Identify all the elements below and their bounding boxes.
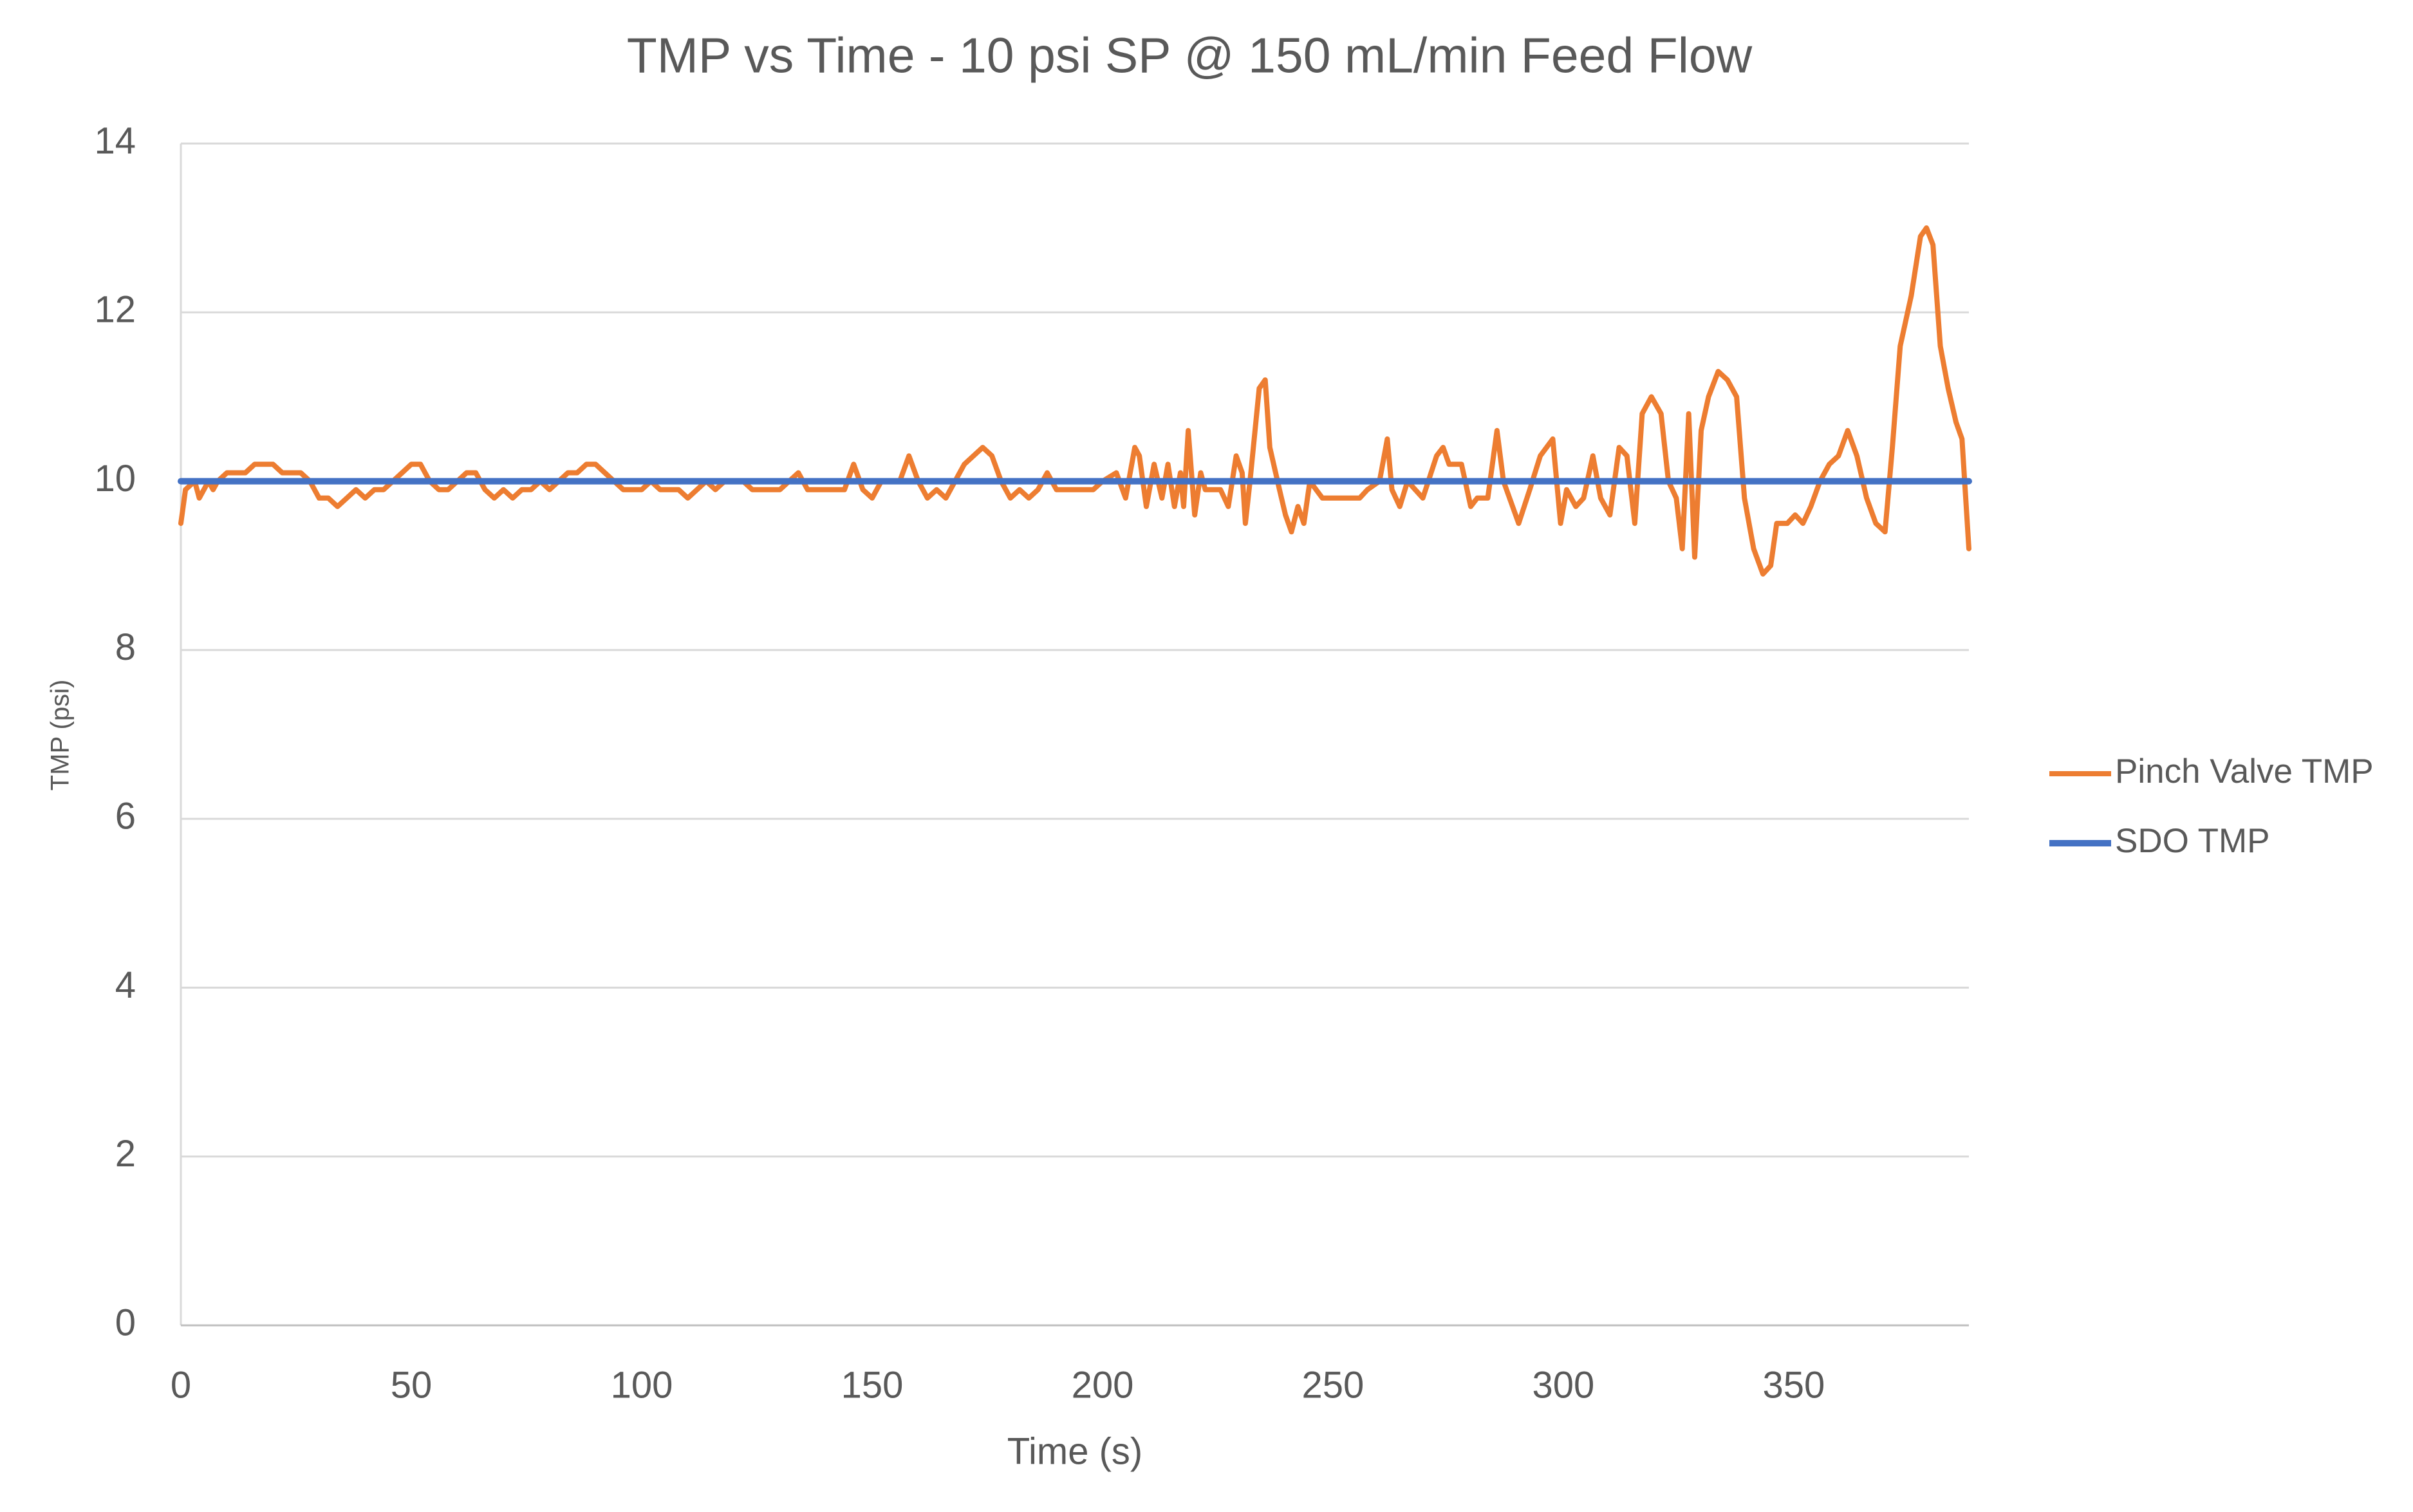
chart-title: TMP vs Time - 10 psi SP @ 150 mL/min Fee… (627, 28, 1753, 83)
y-tick-label: 2 (115, 1133, 136, 1175)
legend-label: Pinch Valve TMP (2115, 752, 2374, 790)
x-tick-label: 100 (611, 1364, 673, 1406)
y-tick-label: 10 (94, 458, 136, 499)
y-tick-label: 12 (94, 289, 136, 331)
y-tick-label: 8 (115, 626, 136, 668)
legend-label: SDO TMP (2115, 822, 2270, 860)
y-tick-label: 4 (115, 964, 136, 1006)
x-tick-label: 50 (391, 1364, 433, 1406)
x-tick-label: 350 (1763, 1364, 1825, 1406)
x-tick-label: 150 (841, 1364, 904, 1406)
y-axis-title: TMP (psi) (46, 680, 75, 791)
y-tick-label: 0 (115, 1302, 136, 1343)
x-tick-label: 300 (1533, 1364, 1595, 1406)
y-tick-label: 14 (94, 120, 136, 162)
x-axis-title: Time (s) (1007, 1430, 1142, 1472)
x-tick-label: 0 (171, 1364, 191, 1406)
line-series (178, 225, 1971, 577)
x-tick-label: 200 (1072, 1364, 1134, 1406)
x-tick-label: 250 (1302, 1364, 1365, 1406)
y-tick-label: 6 (115, 795, 136, 837)
